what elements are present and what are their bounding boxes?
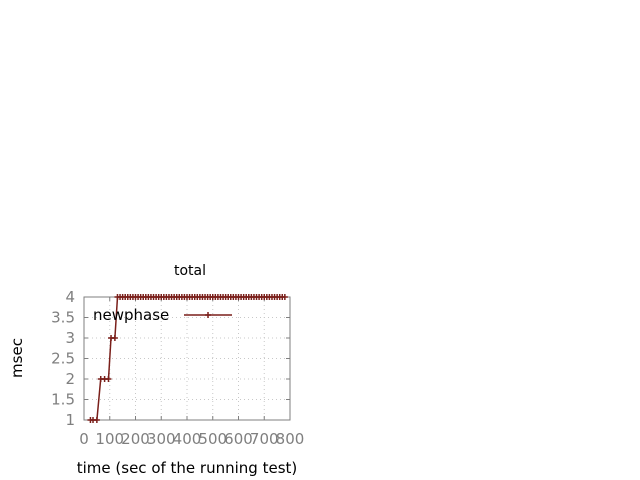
series-newphase <box>87 294 288 423</box>
y-tick-label: 4 <box>65 288 75 306</box>
chart-title: total <box>174 263 206 279</box>
y-tick-label: 2.5 <box>51 350 75 368</box>
y-axis-label: msec <box>8 338 26 378</box>
legend-marker <box>205 312 211 318</box>
y-axis: 1 1.5 2 2.5 3 3.5 4 <box>51 288 290 429</box>
data-point <box>111 335 118 341</box>
data-point <box>93 417 100 423</box>
x-tick-label: 100 <box>95 430 124 448</box>
y-tick-label: 1.5 <box>51 391 75 409</box>
legend: newphase <box>93 306 232 324</box>
x-axis-label: time (sec of the running test) <box>77 459 298 477</box>
y-tick-label: 2 <box>65 370 75 388</box>
data-point <box>105 376 112 382</box>
x-tick-label: 400 <box>173 430 202 448</box>
x-tick-label: 500 <box>198 430 227 448</box>
data-point <box>281 294 288 300</box>
y-tick-label: 3 <box>65 329 75 347</box>
y-tick-label: 1 <box>65 411 75 429</box>
x-tick-label: 200 <box>121 430 150 448</box>
grid <box>84 297 290 420</box>
x-tick-label: 600 <box>224 430 253 448</box>
x-tick-label: 300 <box>147 430 176 448</box>
x-tick-label: 800 <box>276 430 305 448</box>
x-tick-label: 700 <box>250 430 279 448</box>
legend-label-newphase: newphase <box>93 306 169 324</box>
x-tick-label: 0 <box>79 430 89 448</box>
y-tick-label: 3.5 <box>51 309 75 327</box>
